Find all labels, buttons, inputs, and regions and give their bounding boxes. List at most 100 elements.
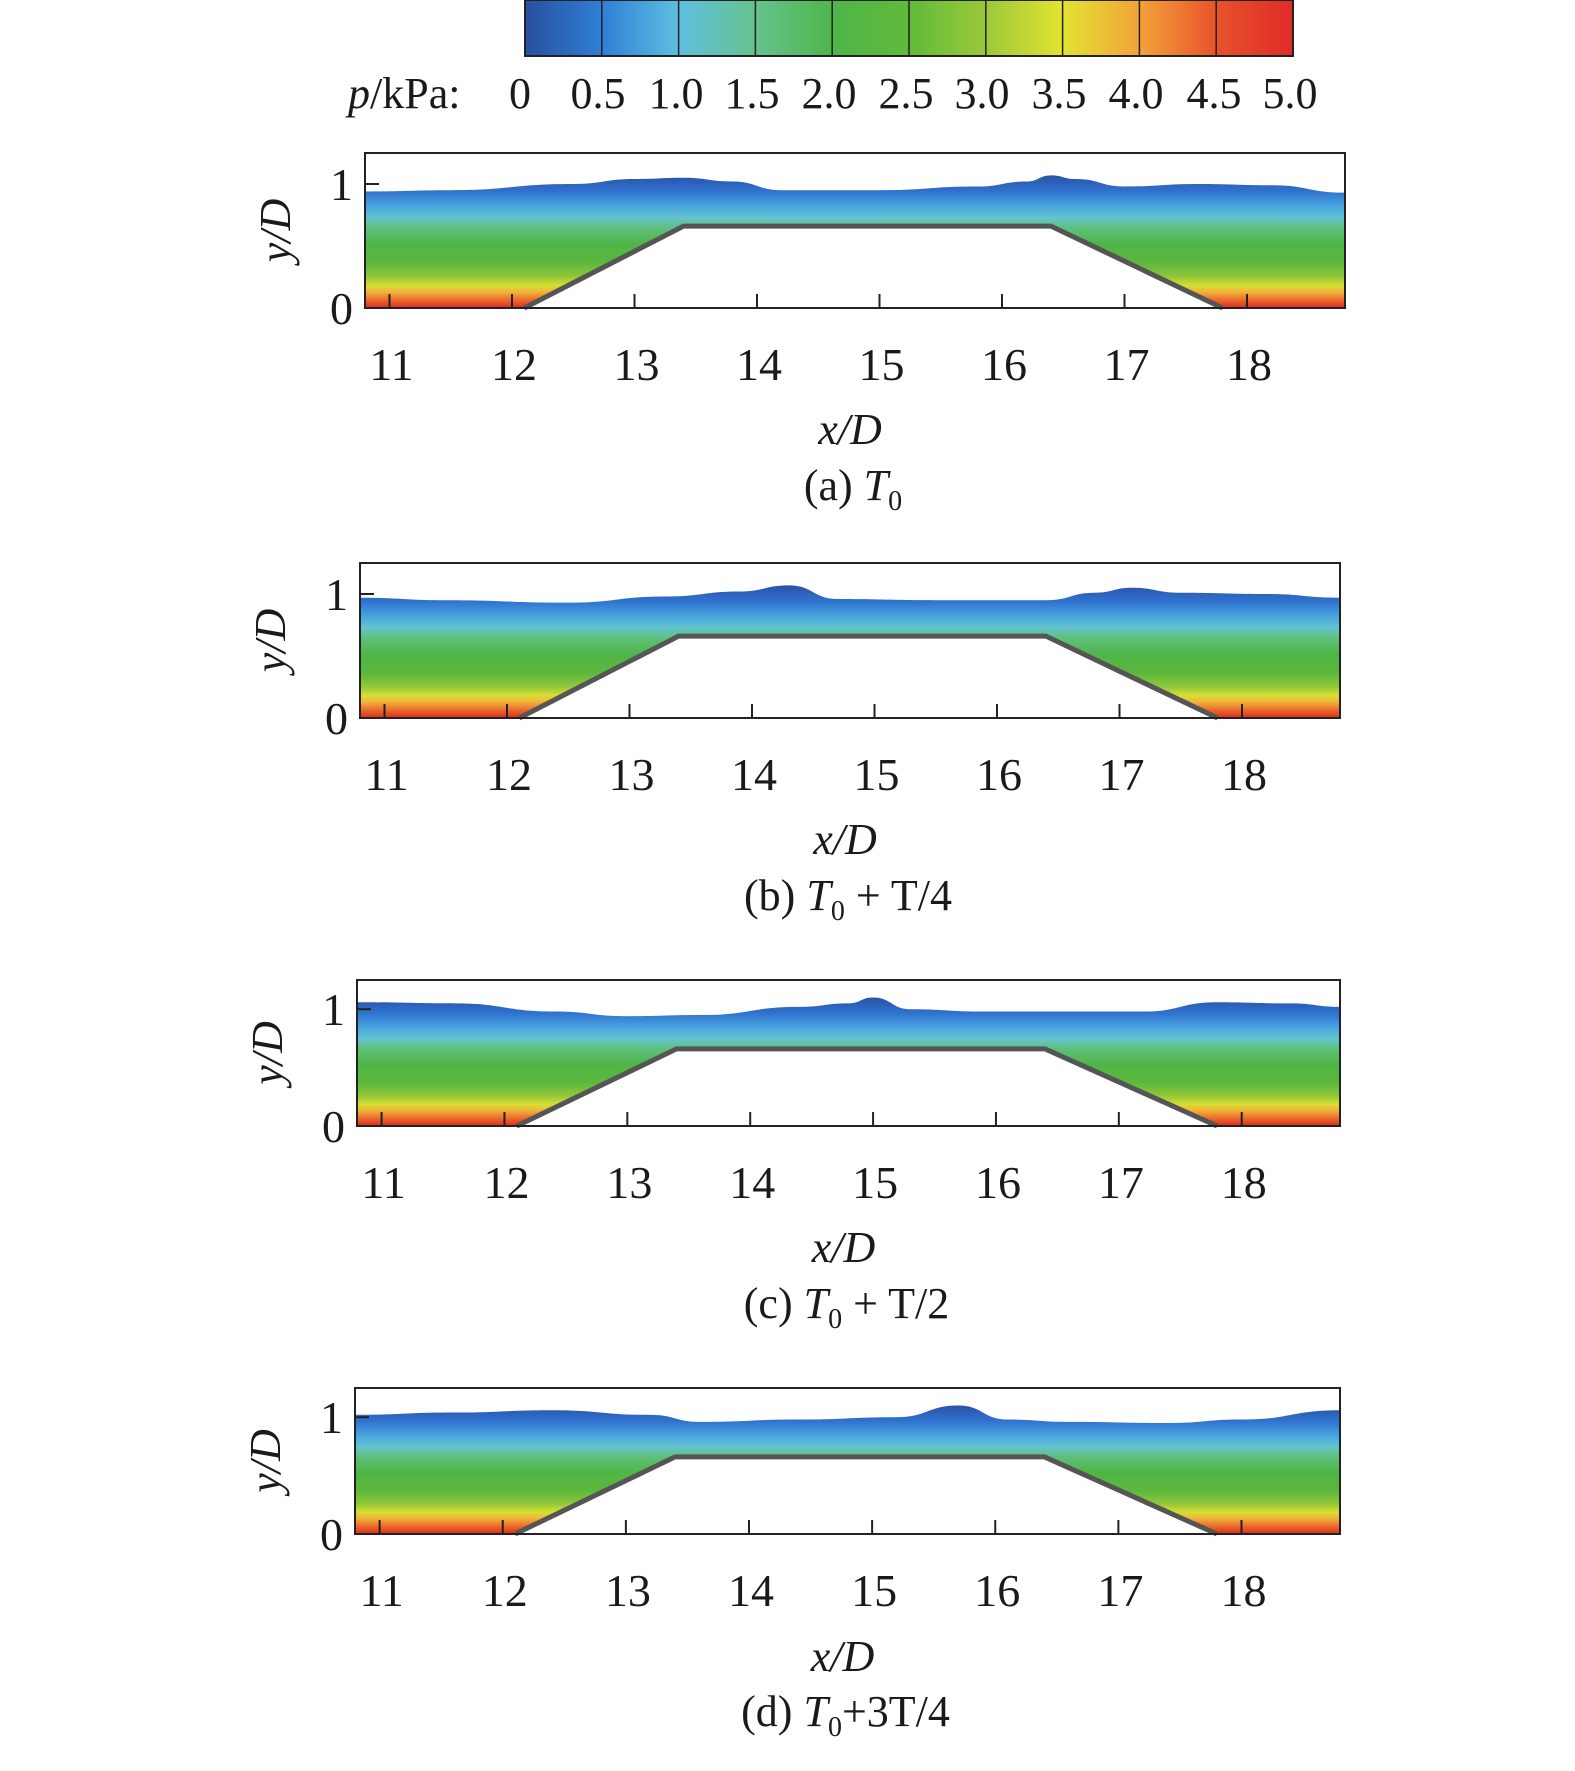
y-axis-label: y/D [243, 1021, 292, 1089]
x-tick-label: 17 [1104, 339, 1150, 390]
caption-suffix: + T/4 [845, 871, 952, 920]
colorbar-label-var: p [345, 69, 370, 118]
colorbar-label-unit: /kPa: [370, 69, 460, 118]
caption-prefix: (d) [741, 1687, 803, 1736]
colorbar-tick-label: 1.5 [725, 69, 780, 118]
panel-caption: (b) T0 + T/4 [744, 871, 952, 927]
y-tick-label: 1 [325, 569, 348, 620]
x-tick-label: 18 [1221, 749, 1267, 800]
x-tick-label: 18 [1221, 1565, 1267, 1616]
x-tick-label: 13 [614, 339, 660, 390]
y-axis-label-unit: /D [241, 1429, 290, 1476]
y-tick-label: 0 [320, 1509, 343, 1560]
y-tick-label: 0 [322, 1101, 345, 1152]
plot-frame [359, 562, 1341, 719]
y-tick-label: 0 [330, 283, 353, 334]
x-axis-label-var: x [812, 815, 833, 864]
colorbar-tick-label: 4.5 [1187, 69, 1242, 118]
x-axis-label-unit: /D [827, 1632, 874, 1681]
obstacle-outline [513, 1454, 1218, 1537]
y-tick-label: 1 [330, 159, 353, 210]
y-tick-label: 1 [320, 1392, 343, 1443]
colorbar-tick-label: 4.0 [1109, 69, 1164, 118]
x-axis-label-unit: /D [835, 405, 882, 454]
caption-subscript: 0 [831, 896, 845, 927]
x-tick-label: 14 [736, 339, 782, 390]
colorbar: p/kPa: 0 0.5 1.0 1.5 2.0 2.5 3.0 3.5 4.0 4.5 5.0 [345, 0, 1318, 118]
x-axis-label-var: x [817, 405, 838, 454]
x-tick-label: 16 [974, 1565, 1020, 1616]
colorbar-tick-label: 3.5 [1032, 69, 1087, 118]
panel-caption: (d) T0+3T/4 [741, 1687, 950, 1743]
obstacle-outline [523, 223, 1224, 311]
obstacle [519, 636, 1218, 718]
colorbar-tick-labels: 0 0.5 1.0 1.5 2.0 2.5 3.0 3.5 4.0 4.5 5.0 [509, 69, 1318, 118]
y-tick-label: 1 [322, 984, 345, 1035]
caption-main: T [803, 1687, 831, 1736]
x-tick-label: 17 [1099, 749, 1145, 800]
caption-suffix: +3T/4 [842, 1687, 950, 1736]
y-axis-label-var: y [246, 652, 295, 676]
obstacle-outline [515, 1046, 1219, 1129]
colorbar-tick-label: 2.5 [879, 69, 934, 118]
x-tick-label: 17 [1097, 1565, 1143, 1616]
colorbar-tick-label: 0 [509, 69, 531, 118]
y-axis-label: y/D [246, 609, 295, 677]
caption-main: T [804, 1279, 832, 1328]
panel-caption: (a) T0 [804, 461, 902, 517]
y-axis-label: y/D [251, 199, 300, 267]
x-tick-label: 11 [361, 1157, 405, 1208]
colorbar-tick-label: 1.0 [649, 69, 704, 118]
x-tick-label: 16 [981, 339, 1027, 390]
x-axis-label: x/D [817, 405, 882, 454]
x-tick-label: 13 [606, 1157, 652, 1208]
caption-suffix: + T/2 [842, 1279, 949, 1328]
x-tick-label: 12 [491, 339, 537, 390]
colorbar-tick-label: 2.0 [802, 69, 857, 118]
x-tick-label: 15 [851, 1565, 897, 1616]
x-tick-label: 18 [1221, 1157, 1267, 1208]
caption-subscript: 0 [888, 486, 902, 517]
colorbar-tick-label: 3.0 [955, 69, 1010, 118]
caption-subscript: 0 [828, 1304, 842, 1335]
x-tick-label: 15 [854, 749, 900, 800]
caption-subscript: 0 [828, 1712, 842, 1743]
x-tick-label: 18 [1226, 339, 1272, 390]
caption-main: T [806, 871, 834, 920]
y-axis-label-unit: /D [251, 199, 300, 246]
x-tick-label: 12 [483, 1157, 529, 1208]
caption-prefix: (a) [804, 461, 864, 510]
x-tick-label: 14 [728, 1565, 774, 1616]
x-axis-label: x/D [810, 1632, 875, 1681]
x-tick-label: 11 [369, 339, 413, 390]
x-tick-label: 12 [486, 749, 532, 800]
colorbar-dividers [601, 0, 1217, 56]
colorbar-tick-label: 5.0 [1263, 69, 1318, 118]
x-tick-label: 16 [976, 749, 1022, 800]
obstacle [524, 226, 1223, 308]
x-tick-label: 17 [1098, 1157, 1144, 1208]
x-axis-label-var: x [811, 1223, 832, 1272]
y-axis-label-var: y [241, 1473, 290, 1497]
x-axis-label-unit: /D [830, 815, 877, 864]
x-tick-label: 11 [359, 1565, 403, 1616]
x-tick-label: 11 [364, 749, 408, 800]
y-axis-label-unit: /D [246, 609, 295, 656]
x-tick-label: 12 [482, 1565, 528, 1616]
obstacle [515, 1456, 1217, 1534]
y-axis-label-var: y [243, 1065, 292, 1089]
x-axis-label-var: x [810, 1632, 831, 1681]
obstacle [516, 1048, 1218, 1126]
x-tick-label: 14 [729, 1157, 775, 1208]
caption-prefix: (b) [744, 871, 806, 920]
x-axis-label: x/D [811, 1223, 876, 1272]
x-tick-label: 14 [731, 749, 777, 800]
x-axis-label-unit: /D [828, 1223, 875, 1272]
y-axis-label: y/D [241, 1429, 290, 1497]
y-axis-label-unit: /D [243, 1021, 292, 1068]
caption-main: T [864, 461, 892, 510]
obstacle-outline [518, 633, 1219, 721]
